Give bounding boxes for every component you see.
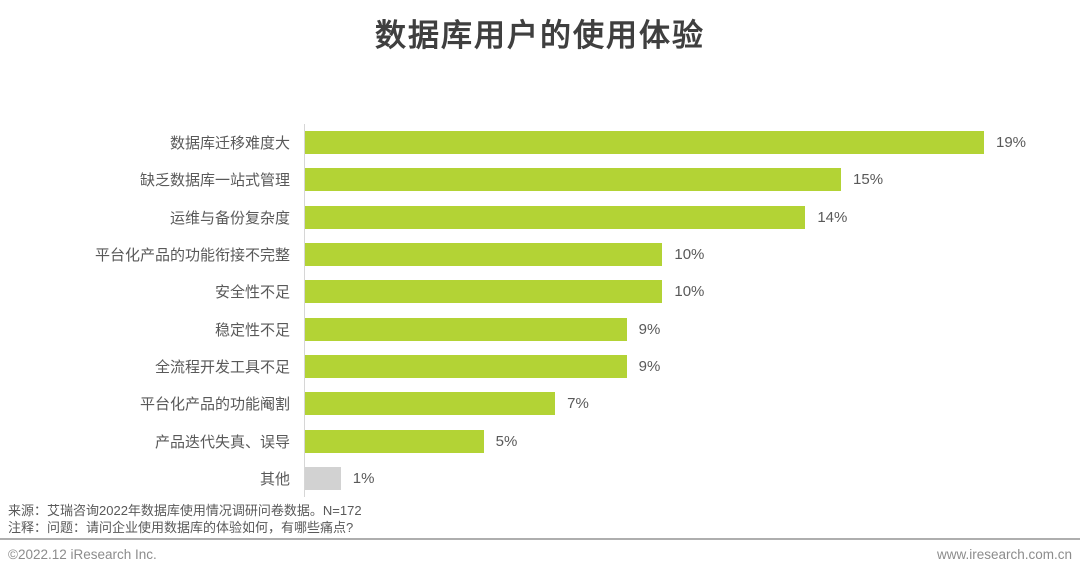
category-label: 全流程开发工具不足: [154, 358, 290, 376]
value-label: 9%: [638, 357, 661, 375]
bar: [305, 243, 663, 267]
plot-area: 15%: [304, 161, 1080, 199]
bar: [305, 466, 341, 490]
bar: [305, 317, 627, 341]
chart-row: 全流程开发工具不足 9%: [0, 347, 1080, 386]
plot-area: 9%: [304, 310, 1080, 348]
notes-block: 来源：艾瑞咨询2022年数据库使用情况调研问卷数据。N=172 注释：问题：请问…: [8, 502, 362, 536]
footer-divider: [0, 538, 1080, 540]
category-label: 其他: [259, 470, 290, 488]
bar: [305, 131, 984, 155]
value-label: 5%: [495, 432, 518, 450]
category-label: 平台化产品的功能阉割: [139, 396, 290, 414]
chart-row: 其他 1%: [0, 459, 1080, 497]
plot-area: 19%: [304, 124, 1080, 162]
chart-row: 运维与备份复杂度 14%: [0, 198, 1080, 236]
plot-area: 10%: [304, 235, 1080, 274]
footer: ©2022.12 iResearch Inc. www.iresearch.co…: [8, 547, 1072, 562]
plot-area: 14%: [304, 198, 1080, 236]
value-label: 15%: [853, 171, 884, 189]
value-label: 19%: [996, 134, 1027, 152]
value-label: 9%: [638, 320, 661, 338]
chart-row: 稳定性不足 9%: [0, 310, 1080, 348]
category-label: 数据库迁移难度大: [169, 135, 290, 153]
value-label: 1%: [352, 469, 375, 487]
chart-row: 数据库迁移难度大 19%: [0, 124, 1080, 162]
value-label: 14%: [817, 208, 848, 226]
chart-row: 平台化产品的功能阉割 7%: [0, 385, 1080, 423]
category-label: 稳定性不足: [214, 321, 290, 339]
bar: [305, 205, 806, 229]
category-label: 缺乏数据库一站式管理: [139, 172, 290, 190]
category-label: 安全性不足: [214, 284, 290, 302]
category-label: 运维与备份复杂度: [169, 209, 290, 227]
bar: [305, 280, 663, 304]
bar: [305, 429, 484, 453]
plot-area: 5%: [304, 422, 1080, 460]
bar: [305, 168, 842, 192]
bar-chart: 数据库迁移难度大 19% 缺乏数据库一站式管理 15% 运维与备份复杂度 14% 平台化产品…: [0, 124, 1080, 497]
value-label: 10%: [674, 246, 705, 264]
copyright-text: ©2022.12 iResearch Inc.: [8, 547, 157, 562]
question-note: 注释：问题：请问企业使用数据库的体验如何，有哪些痛点?: [8, 520, 354, 535]
plot-area: 9%: [304, 347, 1080, 386]
value-label: 7%: [567, 395, 589, 413]
category-label: 产品迭代失真、误导: [154, 433, 290, 451]
chart-row: 产品迭代失真、误导 5%: [0, 422, 1080, 460]
chart-row: 缺乏数据库一站式管理 15%: [0, 161, 1080, 199]
chart-row: 安全性不足 10%: [0, 273, 1080, 311]
chart-row: 平台化产品的功能衔接不完整 10%: [0, 235, 1080, 274]
source-note: 来源：艾瑞咨询2022年数据库使用情况调研问卷数据。N=172: [8, 503, 362, 518]
bar: [305, 392, 556, 416]
bar: [305, 354, 627, 378]
plot-area: 10%: [304, 273, 1080, 311]
page-title: 数据库用户的使用体验: [375, 18, 705, 53]
plot-area: 1%: [304, 459, 1080, 497]
value-label: 10%: [674, 283, 705, 301]
website-url: www.iresearch.com.cn: [936, 547, 1072, 562]
plot-area: 7%: [304, 385, 1080, 423]
category-label: 平台化产品的功能衔接不完整: [94, 247, 290, 265]
